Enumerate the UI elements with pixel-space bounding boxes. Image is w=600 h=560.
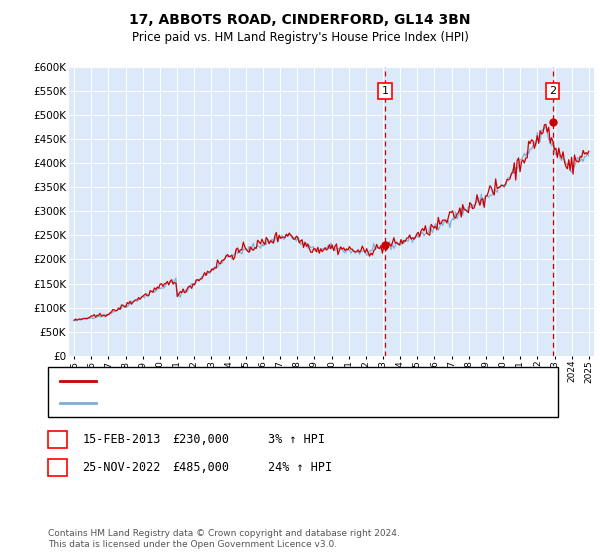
Text: Price paid vs. HM Land Registry's House Price Index (HPI): Price paid vs. HM Land Registry's House …: [131, 31, 469, 44]
Text: 25-NOV-2022: 25-NOV-2022: [82, 461, 161, 474]
Text: 15-FEB-2013: 15-FEB-2013: [82, 433, 161, 446]
Text: £230,000: £230,000: [172, 433, 229, 446]
Text: £485,000: £485,000: [172, 461, 229, 474]
Text: Contains HM Land Registry data © Crown copyright and database right 2024.
This d: Contains HM Land Registry data © Crown c…: [48, 529, 400, 549]
Text: 17, ABBOTS ROAD, CINDERFORD, GL14 3BN (detached house): 17, ABBOTS ROAD, CINDERFORD, GL14 3BN (d…: [105, 376, 430, 386]
Text: 24% ↑ HPI: 24% ↑ HPI: [268, 461, 332, 474]
Text: HPI: Average price, detached house, Forest of Dean: HPI: Average price, detached house, Fore…: [105, 398, 374, 408]
Text: 3% ↑ HPI: 3% ↑ HPI: [268, 433, 325, 446]
Text: 1: 1: [382, 86, 389, 96]
Text: 17, ABBOTS ROAD, CINDERFORD, GL14 3BN: 17, ABBOTS ROAD, CINDERFORD, GL14 3BN: [129, 13, 471, 27]
Text: 2: 2: [549, 86, 556, 96]
Text: 2: 2: [54, 461, 61, 474]
Text: 1: 1: [54, 433, 61, 446]
